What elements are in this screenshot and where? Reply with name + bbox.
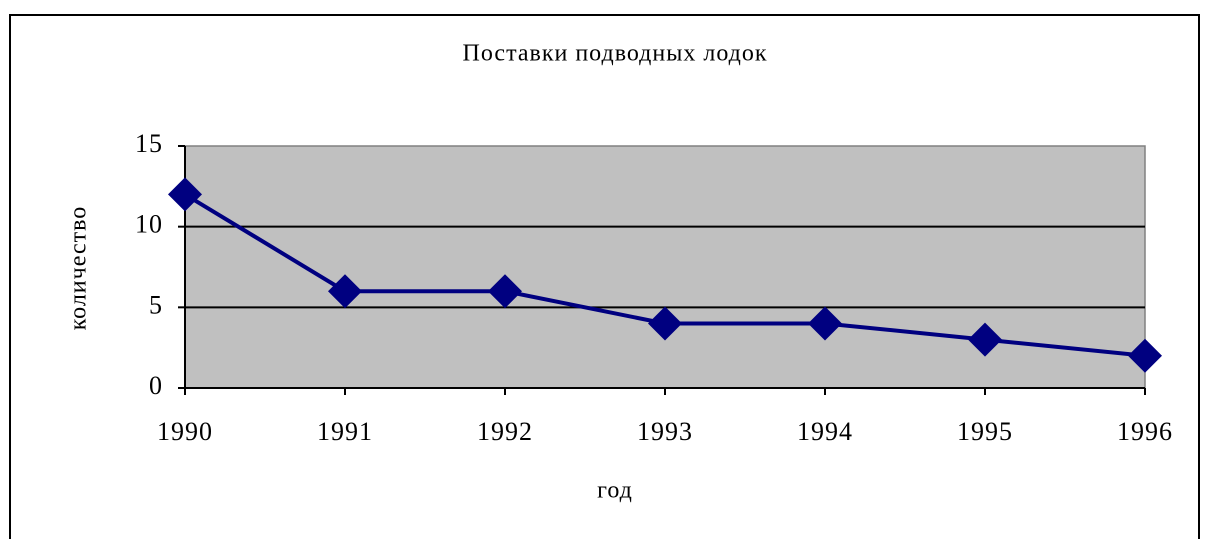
frame [9,14,1200,539]
x-tick-label: 1994 [797,417,853,446]
y-tick-label: 5 [149,290,163,319]
data-point [328,274,362,309]
data-point [168,177,202,212]
data-point [808,306,842,341]
data-point [1128,338,1162,373]
chart-title: Поставки подводных лодок [462,41,767,67]
y-tick-label: 10 [135,210,163,239]
x-tick-label: 1990 [157,417,213,446]
x-axis-label: год [597,478,633,504]
x-tick-label: 1993 [637,417,693,446]
y-axis-label: количество [66,206,92,331]
x-tick-label: 1995 [957,417,1013,446]
y-tick-label: 15 [135,129,163,158]
data-point [488,274,522,309]
data-point [648,306,682,341]
x-tick-label: 1996 [1117,417,1173,446]
x-tick-label: 1991 [317,417,373,446]
y-tick-label: 0 [149,371,163,400]
x-tick-label: 1992 [477,417,533,446]
data-point [968,322,1002,357]
plot-area [184,145,1146,389]
